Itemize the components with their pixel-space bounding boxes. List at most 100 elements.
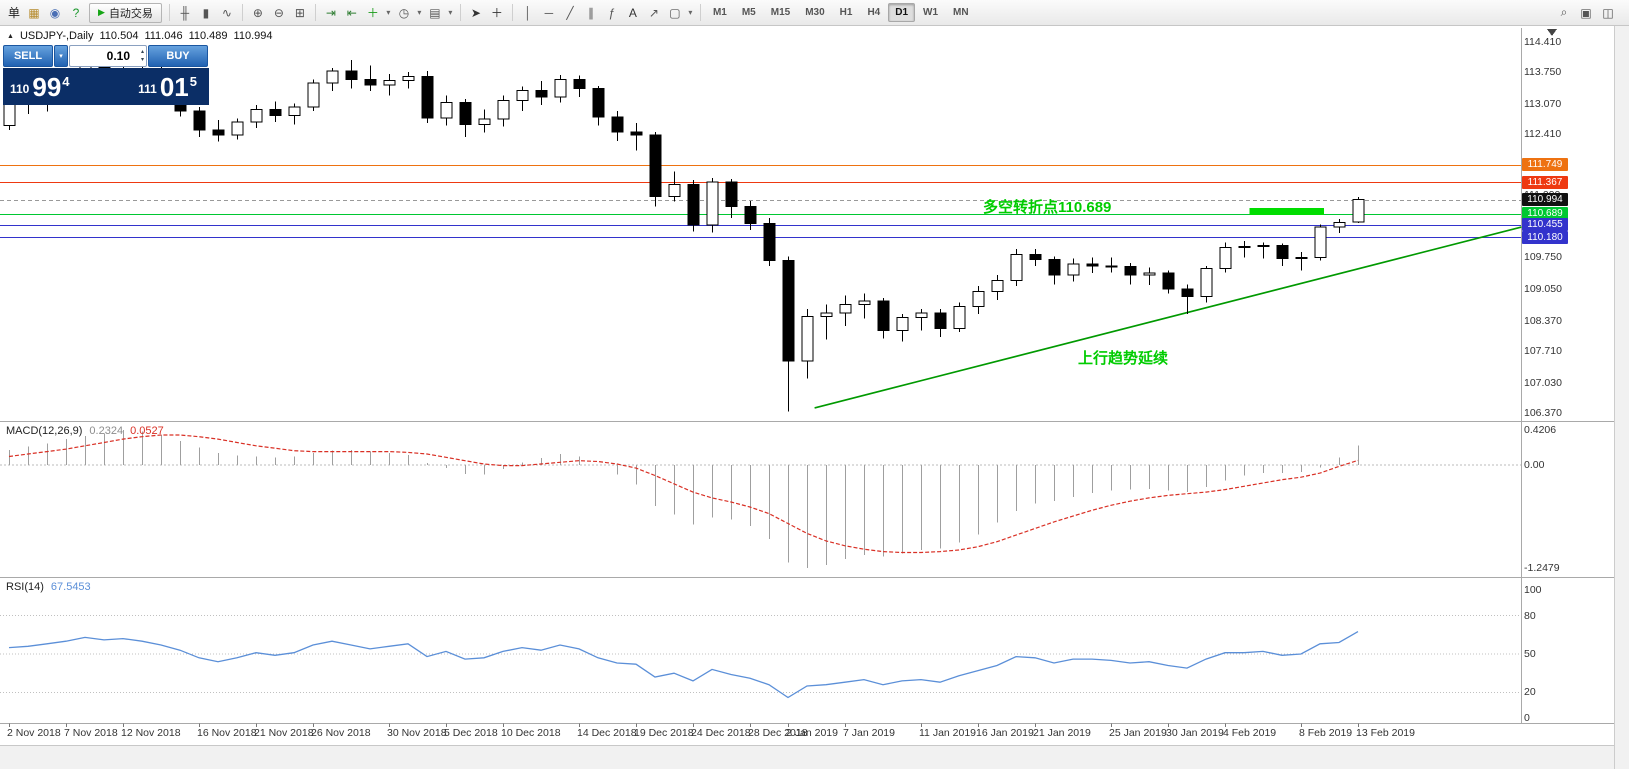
templates-dropdown[interactable]: ▾ bbox=[448, 8, 453, 17]
date-axis-label: 14 Dec 2018 bbox=[577, 727, 637, 739]
indicators-dropdown[interactable]: ▾ bbox=[386, 8, 391, 17]
candle-body bbox=[402, 76, 415, 81]
shapes-dropdown[interactable]: ▾ bbox=[688, 8, 693, 17]
new-chart-icon[interactable]: ▦ bbox=[28, 5, 40, 20]
macd-axis-label: -1.2479 bbox=[1524, 562, 1560, 574]
volume-input[interactable]: 0.10 ▴ ▾ bbox=[69, 45, 147, 67]
vertical-line-icon[interactable]: │ bbox=[524, 5, 532, 20]
ohlc-low: 110.489 bbox=[188, 30, 228, 42]
toolbar-left-group: 单 ▦ ◉? ▶ 自动交易 ╫ ▮ ∿ ⊕ ⊖ ⊞ ⇥ ⇤ ＋ ▾ ◷ ▾ ▤ ▾ ➤ ＋ │ ─ ╱ ∥ ƒ A ↗ ▢ ▾ M1 M5 M1… bbox=[5, 2, 976, 23]
timeframe-m30[interactable]: M30 bbox=[805, 7, 825, 18]
horizontal-scrollbar bbox=[0, 745, 1614, 769]
auto-scroll-icon[interactable]: ⇥ bbox=[325, 5, 336, 20]
price-axis-label: 108.370 bbox=[1524, 314, 1562, 327]
ask-price: 111 01 5 bbox=[138, 74, 197, 100]
search-icon[interactable]: ⌕ bbox=[1560, 5, 1568, 19]
candle-body bbox=[1029, 254, 1042, 260]
candle-body bbox=[1257, 244, 1270, 248]
periods-dropdown[interactable]: ▾ bbox=[417, 8, 422, 17]
rsi-axis-label: 20 bbox=[1524, 686, 1536, 699]
volume-up-button[interactable]: ▴ bbox=[140, 49, 144, 55]
volume-down-button[interactable]: ▾ bbox=[140, 57, 144, 63]
candlestick-chart-icon[interactable]: ▮ bbox=[202, 5, 210, 20]
timeframe-m1[interactable]: M1 bbox=[712, 7, 727, 18]
horizontal-line-icon[interactable]: ─ bbox=[544, 5, 554, 20]
price-display: 110 99 4 111 01 5 bbox=[3, 68, 209, 105]
ask-big-figure: 111 bbox=[138, 81, 157, 96]
candle-body bbox=[991, 280, 1004, 293]
candle-body bbox=[345, 70, 358, 80]
sell-button[interactable]: SELL bbox=[3, 45, 53, 67]
candle-body bbox=[1143, 272, 1156, 276]
candle-body bbox=[1314, 226, 1327, 258]
price-axis-label: 107.710 bbox=[1524, 345, 1562, 358]
candle-body bbox=[383, 79, 396, 86]
date-axis-label: 21 Nov 2018 bbox=[254, 727, 314, 739]
timeframe-w1[interactable]: W1 bbox=[923, 7, 939, 18]
help-icon[interactable]: ? bbox=[72, 5, 80, 20]
zoom-in-icon[interactable]: ⊕ bbox=[252, 5, 263, 20]
one-click-panel: SELL ▾ 0.10 ▴ ▾ BUY 110 99 4 111 01 5 bbox=[3, 45, 209, 105]
candle-body bbox=[193, 110, 206, 131]
candle-body bbox=[611, 116, 624, 133]
bid-pips: 99 bbox=[32, 71, 62, 102]
macd-axis-label: 0.4206 bbox=[1524, 424, 1557, 436]
price-badge: 111.749 bbox=[1522, 158, 1568, 172]
price-badge: 110.994 bbox=[1522, 193, 1568, 207]
candle-body bbox=[1048, 258, 1061, 276]
date-axis-label: 7 Jan 2019 bbox=[843, 727, 895, 739]
arrows-icon[interactable]: ↗ bbox=[648, 5, 659, 20]
candle-body bbox=[744, 206, 757, 224]
templates-icon[interactable]: ▤ bbox=[429, 5, 441, 20]
zoom-out-icon[interactable]: ⊖ bbox=[273, 5, 284, 20]
new-window-icon[interactable]: ▣ bbox=[1580, 5, 1592, 20]
date-axis-label: 10 Dec 2018 bbox=[501, 727, 561, 739]
macd-value: 0.2324 bbox=[89, 425, 124, 437]
date-axis-label: 4 Feb 2019 bbox=[1223, 727, 1277, 739]
candle-body bbox=[706, 181, 719, 226]
new-order-button[interactable]: 单 bbox=[8, 6, 21, 20]
one-click-toggle-icon[interactable]: ▲ bbox=[7, 32, 14, 40]
candle-body bbox=[972, 291, 985, 307]
candle-body bbox=[535, 89, 548, 98]
rsi-axis-label: 50 bbox=[1524, 648, 1536, 660]
timeframe-m15[interactable]: M15 bbox=[770, 7, 791, 18]
auto-trading-button[interactable]: ▶ 自动交易 bbox=[89, 2, 162, 23]
order-type-dropdown[interactable]: ▾ bbox=[54, 45, 68, 67]
bar-chart-icon[interactable]: ╫ bbox=[180, 5, 190, 20]
fibonacci-icon[interactable]: ƒ bbox=[608, 5, 616, 20]
candle-body bbox=[1333, 221, 1346, 228]
timeframe-h1[interactable]: H1 bbox=[839, 7, 853, 18]
date-axis-label: 16 Nov 2018 bbox=[197, 727, 257, 739]
candle-body bbox=[231, 121, 244, 136]
date-axis-label: 7 Nov 2018 bbox=[64, 727, 118, 739]
profiles-icon[interactable]: ◉ bbox=[49, 5, 61, 20]
trendline-icon[interactable]: ╱ bbox=[566, 5, 574, 20]
timeframe-d1[interactable]: D1 bbox=[888, 3, 916, 22]
cursor-icon[interactable]: ➤ bbox=[470, 5, 481, 20]
arrange-windows-icon[interactable]: ◫ bbox=[1602, 5, 1614, 20]
price-axis-label: 112.410 bbox=[1524, 128, 1562, 141]
line-chart-icon[interactable]: ∿ bbox=[221, 5, 232, 20]
shapes-icon[interactable]: ▢ bbox=[669, 5, 681, 20]
text-icon[interactable]: A bbox=[628, 5, 637, 20]
candle-body bbox=[421, 76, 434, 119]
timeframe-mn[interactable]: MN bbox=[953, 7, 969, 18]
date-axis-label: 30 Nov 2018 bbox=[387, 727, 447, 739]
timeframe-m5[interactable]: M5 bbox=[741, 7, 756, 18]
channel-icon[interactable]: ∥ bbox=[587, 5, 594, 20]
price-axis-label: 113.750 bbox=[1524, 66, 1562, 79]
tile-windows-icon[interactable]: ⊞ bbox=[294, 5, 305, 20]
macd-name: MACD(12,26,9) bbox=[6, 425, 83, 437]
chart-shift-icon[interactable]: ⇤ bbox=[346, 5, 357, 20]
bid-pipette: 4 bbox=[62, 73, 70, 89]
vertical-scrollbar bbox=[1614, 26, 1629, 769]
candle-body bbox=[649, 134, 662, 198]
timeframe-h4[interactable]: H4 bbox=[867, 7, 881, 18]
crosshair-icon[interactable]: ＋ bbox=[490, 6, 503, 20]
periods-icon[interactable]: ◷ bbox=[398, 5, 410, 20]
buy-button[interactable]: BUY bbox=[148, 45, 208, 67]
indicators-icon[interactable]: ＋ bbox=[366, 6, 379, 20]
